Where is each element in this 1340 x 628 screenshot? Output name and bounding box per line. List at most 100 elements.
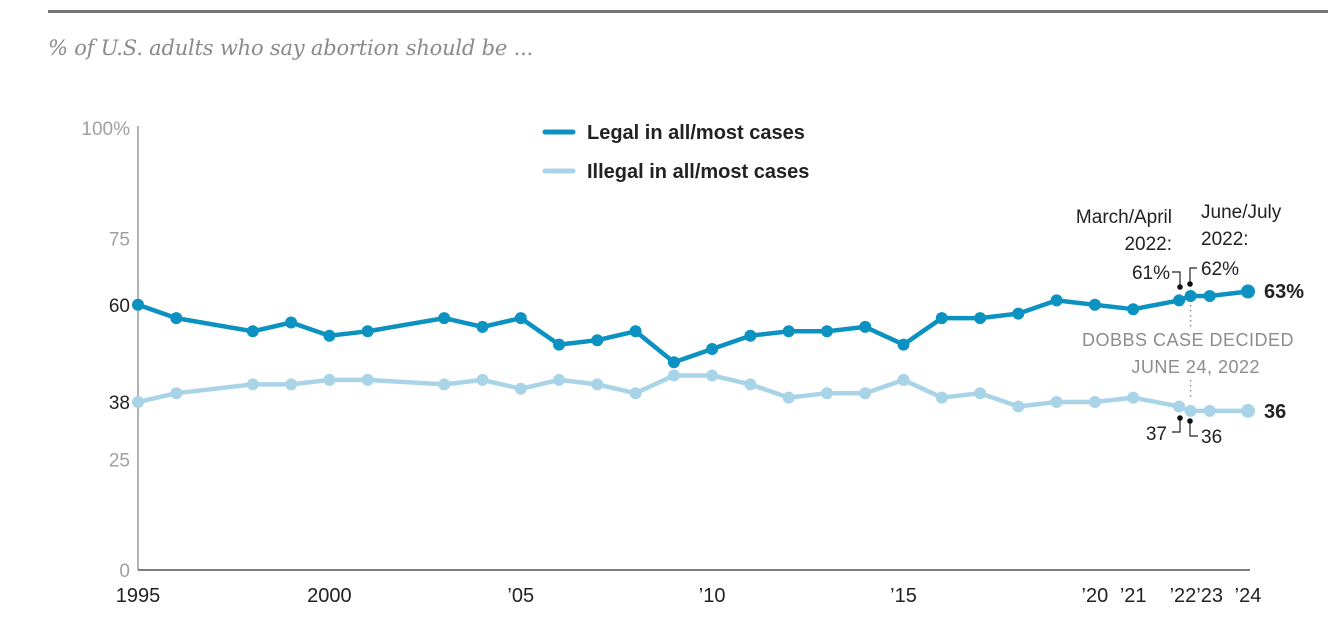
data-point-illegal bbox=[553, 373, 565, 386]
annotation-legal-mar: 61% bbox=[1132, 263, 1170, 284]
data-point-legal bbox=[246, 325, 259, 338]
data-point-illegal bbox=[821, 387, 833, 400]
leader-dot-legal-jun bbox=[1187, 281, 1193, 287]
data-point-illegal bbox=[897, 373, 910, 386]
series-illegal bbox=[132, 369, 1255, 418]
data-point-illegal bbox=[667, 369, 680, 382]
annotation-dobbs-line2: JUNE 24, 2022 bbox=[1131, 357, 1260, 377]
data-point-legal bbox=[1088, 298, 1101, 311]
data-point-illegal bbox=[629, 387, 642, 400]
annotation-march-april-line1: March/April bbox=[1076, 207, 1172, 228]
x-tick-label: ’22 bbox=[1170, 585, 1197, 607]
chart-subtitle: % of U.S. adults who say abortion should… bbox=[48, 36, 534, 60]
data-point-legal bbox=[132, 298, 144, 311]
x-tick-label: 2000 bbox=[307, 585, 352, 607]
data-point-legal bbox=[438, 312, 451, 325]
data-point-legal bbox=[1012, 307, 1025, 320]
x-tick-label: ’24 bbox=[1235, 585, 1262, 607]
x-tick-label: ’10 bbox=[699, 585, 726, 607]
end-label-legal: 63% bbox=[1264, 281, 1304, 303]
data-point-illegal bbox=[974, 387, 987, 400]
data-point-legal bbox=[361, 325, 374, 338]
data-point-legal bbox=[1127, 303, 1140, 316]
y-tick-label: 25 bbox=[109, 451, 130, 472]
x-tick-label: ’15 bbox=[890, 585, 917, 607]
legend-label-legal: Legal in all/most cases bbox=[587, 122, 805, 144]
data-point-illegal bbox=[744, 378, 757, 391]
leader-illegal-jun bbox=[1189, 421, 1198, 437]
x-tick-label: ’05 bbox=[507, 585, 534, 607]
x-tick-label: 1995 bbox=[116, 585, 161, 607]
data-point-illegal bbox=[1173, 400, 1186, 413]
y-tick-label: 75 bbox=[109, 230, 130, 251]
data-point-illegal bbox=[1088, 396, 1101, 408]
x-tick-label: ’23 bbox=[1196, 585, 1223, 607]
annotation-march-april-line2: 2022: bbox=[1124, 234, 1172, 255]
data-point-illegal bbox=[859, 387, 872, 400]
annotation-june-july-line1: June/July bbox=[1201, 202, 1282, 223]
data-point-legal bbox=[514, 312, 527, 325]
legend: Legal in all/most cases Illegal in all/m… bbox=[542, 122, 809, 183]
y-tick-label: 0 bbox=[119, 561, 130, 582]
data-point-legal bbox=[285, 316, 298, 329]
leader-dot-legal-mar bbox=[1177, 284, 1183, 290]
series-line-illegal bbox=[135, 373, 1251, 414]
data-point-legal bbox=[1184, 290, 1197, 302]
annotation-june-july-line2: 2022: bbox=[1201, 229, 1249, 250]
data-point-legal bbox=[1050, 294, 1063, 307]
data-point-legal bbox=[897, 338, 910, 351]
leader-legal-mar bbox=[1172, 271, 1181, 287]
data-point-legal bbox=[1173, 294, 1186, 307]
data-point-illegal bbox=[438, 378, 451, 391]
data-point-illegal bbox=[361, 373, 374, 386]
top-rule bbox=[48, 10, 1328, 13]
data-point-legal bbox=[476, 320, 489, 333]
data-point-illegal bbox=[476, 373, 489, 386]
leader-dot-illegal-jun bbox=[1187, 418, 1193, 424]
data-point-legal bbox=[170, 312, 183, 325]
data-point-illegal bbox=[782, 391, 795, 404]
data-point-legal bbox=[706, 343, 719, 355]
data-point-illegal bbox=[1184, 404, 1197, 417]
data-point-illegal bbox=[132, 396, 144, 408]
data-point-legal bbox=[1241, 284, 1255, 299]
annotation-legal-jun: 62% bbox=[1201, 259, 1239, 280]
legend-label-illegal: Illegal in all/most cases bbox=[587, 161, 809, 183]
annotations: March/April 2022: June/July 2022: 61% 62… bbox=[1076, 202, 1304, 448]
data-point-legal bbox=[974, 312, 987, 325]
data-point-legal bbox=[821, 325, 833, 338]
series-line-legal bbox=[135, 289, 1251, 365]
data-point-illegal bbox=[1127, 391, 1140, 404]
data-point-legal bbox=[667, 356, 680, 369]
data-point-legal bbox=[591, 334, 604, 347]
leader-legal-jun bbox=[1189, 267, 1197, 284]
annotation-illegal-jun: 36 bbox=[1201, 427, 1222, 448]
data-point-illegal bbox=[285, 378, 298, 391]
data-point-legal bbox=[859, 320, 872, 333]
data-point-legal bbox=[553, 338, 565, 351]
x-tick-label: ’20 bbox=[1082, 585, 1109, 607]
series-legal bbox=[132, 284, 1255, 369]
data-point-legal bbox=[744, 329, 757, 342]
x-tick-labels: 1995 2000 ’05 ’10 ’15 ’20 ’21 ’22’23 ’24 bbox=[116, 585, 1262, 607]
data-point-legal bbox=[323, 329, 336, 342]
x-tick-label: ’21 bbox=[1120, 585, 1147, 607]
leader-illegal-mar bbox=[1172, 418, 1181, 433]
data-point-illegal bbox=[591, 378, 604, 391]
series-layer bbox=[132, 284, 1255, 418]
data-point-illegal bbox=[706, 369, 719, 382]
data-point-illegal bbox=[323, 373, 336, 386]
data-point-legal bbox=[782, 325, 795, 338]
y-tick-label: 38 bbox=[109, 393, 130, 414]
data-point-illegal bbox=[514, 382, 527, 395]
annotation-illegal-mar: 37 bbox=[1146, 424, 1167, 445]
data-point-legal bbox=[935, 312, 948, 325]
end-label-illegal: 36 bbox=[1264, 401, 1286, 423]
leader-dot-illegal-mar bbox=[1177, 415, 1183, 421]
annotation-dobbs-line1: DOBBS CASE DECIDED bbox=[1082, 330, 1294, 350]
data-point-illegal bbox=[1012, 400, 1025, 413]
data-point-illegal bbox=[1203, 404, 1216, 417]
data-point-legal bbox=[629, 325, 642, 338]
data-point-illegal bbox=[246, 378, 259, 391]
